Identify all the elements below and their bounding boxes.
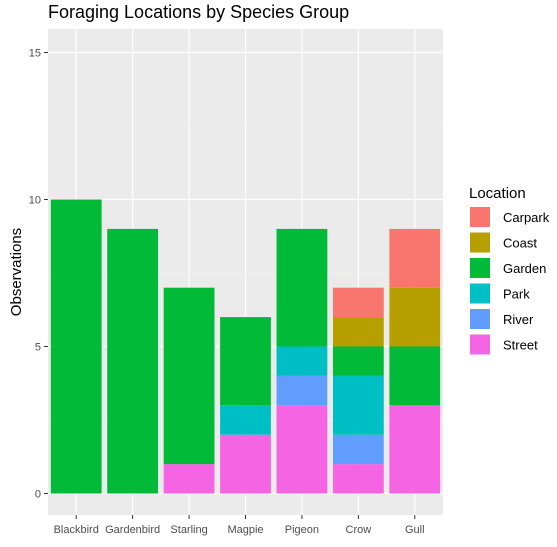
legend-label-street: Street [503, 338, 538, 353]
y-tick-label: 0 [35, 489, 41, 501]
bar-segment-crow-coast [332, 317, 384, 347]
bar-segment-pigeon-garden [276, 228, 328, 347]
bar-segment-pigeon-street [276, 405, 328, 494]
bar-segment-crow-carpark [332, 287, 384, 318]
bar-segment-gull-carpark [389, 228, 441, 288]
legend-label-river: River [503, 312, 534, 327]
bar-segment-crow-river [332, 434, 384, 465]
x-tick-label: Pigeon [285, 524, 319, 536]
legend-key-park [470, 283, 490, 304]
x-axis: Blackbird Gardenbird Starling Magpie Pigeon C… [54, 515, 425, 536]
x-tick-label: Gardenbird [105, 524, 160, 536]
x-tick-label: Starling [170, 524, 207, 536]
bar-segment-gull-garden [389, 346, 441, 406]
legend-key-river [470, 309, 490, 329]
bar-segment-crow-street [332, 464, 384, 494]
legend-title: Location [469, 185, 526, 202]
y-tick-label: 10 [29, 195, 41, 207]
bar-segment-crow-garden [332, 346, 384, 376]
legend-label-garden: Garden [503, 261, 546, 276]
legend-key-garden [470, 258, 490, 278]
legend-label-coast: Coast [503, 236, 537, 251]
bar-segment-magpie-park [220, 405, 271, 435]
bars-group [50, 199, 441, 494]
bar-segment-pigeon-river [276, 375, 328, 406]
bar-segment-blackbird-garden [50, 199, 102, 494]
chart-title: Foraging Locations by Species Group [48, 2, 349, 22]
x-tick-label: Gull [405, 524, 425, 536]
legend-label-carpark: Carpark [503, 210, 550, 225]
bar-segment-starling-garden [163, 287, 215, 465]
x-tick-label: Blackbird [54, 524, 99, 536]
legend-key-street [470, 334, 490, 355]
bar-segment-gull-street [389, 405, 441, 494]
x-tick-label: Crow [346, 524, 372, 536]
bar-segment-magpie-garden [220, 317, 271, 406]
y-tick-label: 5 [35, 342, 41, 354]
legend-key-coast [470, 232, 490, 253]
y-axis-title: Observations [8, 228, 25, 316]
legend-label-park: Park [503, 287, 530, 302]
bar-segment-gardenbird-garden [107, 228, 159, 494]
bar-segment-crow-park [332, 375, 384, 435]
legend-key-carpark [470, 207, 490, 227]
legend: Location Carpark Coast Garden Park River Stre… [469, 185, 550, 355]
x-tick-label: Magpie [227, 524, 263, 536]
bar-segment-gull-coast [389, 287, 441, 347]
bar-segment-pigeon-park [276, 346, 328, 376]
bar-segment-starling-street [163, 464, 215, 494]
y-tick-label: 15 [29, 48, 41, 60]
y-axis: 0 5 10 15 [29, 48, 48, 501]
bar-segment-magpie-street [220, 434, 271, 494]
